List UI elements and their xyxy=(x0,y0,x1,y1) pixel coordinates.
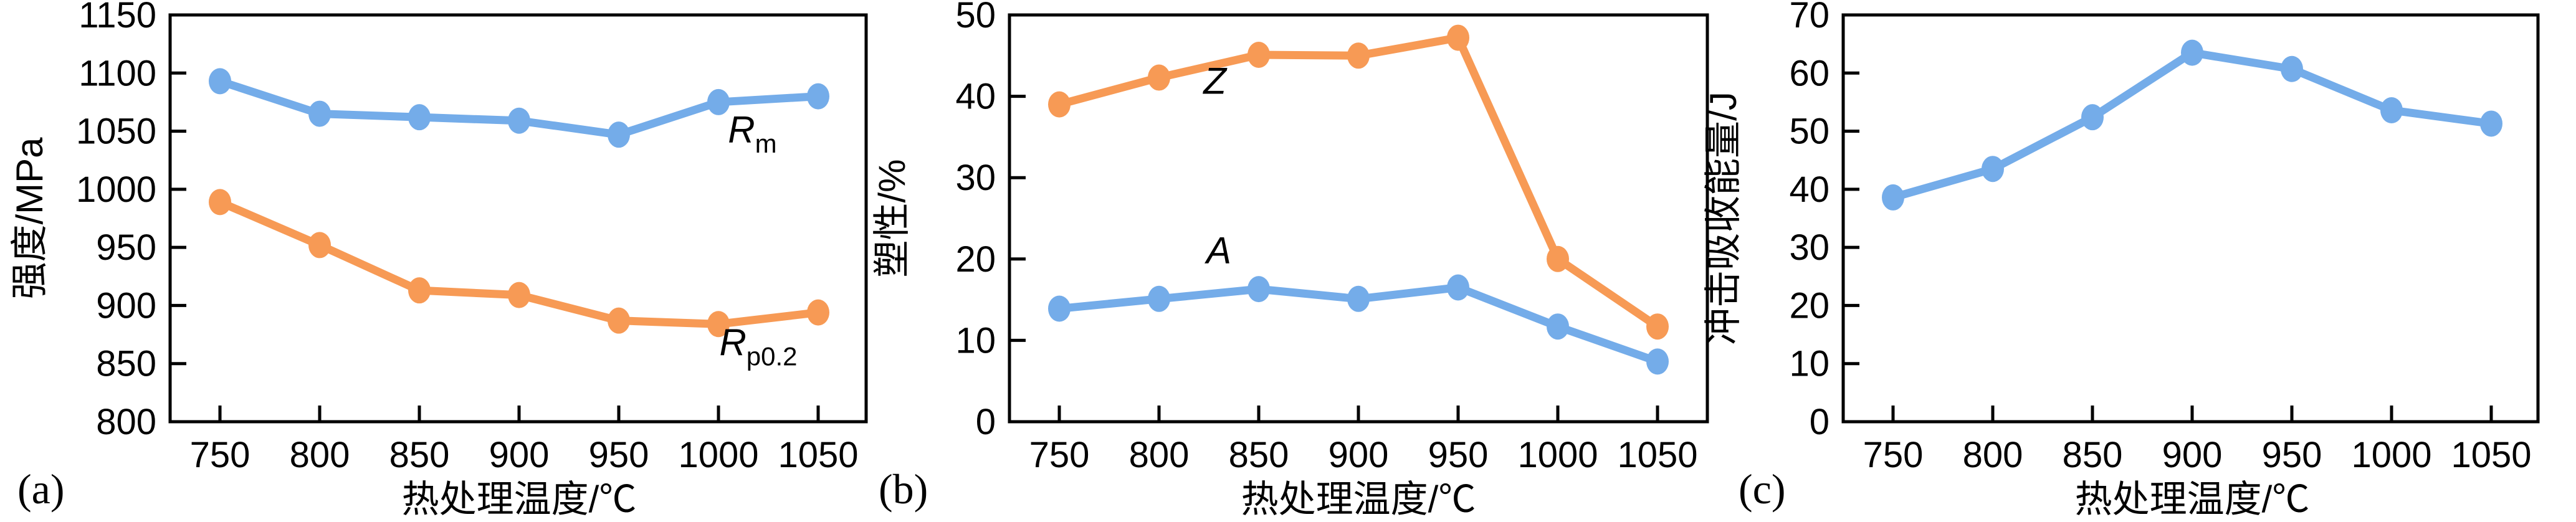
data-point-Rm xyxy=(807,83,829,110)
y-tick-label: 0 xyxy=(1810,402,1829,442)
y-tick-label: 30 xyxy=(1789,227,1829,268)
y-tick-label: 40 xyxy=(955,77,996,117)
x-tick-label: 1050 xyxy=(778,435,858,475)
x-tick-label: 950 xyxy=(1428,435,1489,475)
data-point-Rp0.2 xyxy=(408,277,431,304)
data-point-A xyxy=(1547,313,1569,340)
data-point-Z xyxy=(1148,64,1170,91)
series-annotation-Rm: Rm xyxy=(728,109,776,158)
x-tick-label: 950 xyxy=(589,435,649,475)
data-point-Z xyxy=(1646,313,1669,340)
data-point-A xyxy=(1646,348,1669,375)
data-point-impact-energy xyxy=(1882,184,1904,211)
y-tick-label: 30 xyxy=(955,158,996,198)
data-point-Rp0.2 xyxy=(209,189,231,216)
plot-box xyxy=(1008,13,1709,424)
data-point-impact-energy xyxy=(1982,156,2004,183)
x-tick-label: 800 xyxy=(1963,435,2023,475)
x-tick-label: 750 xyxy=(1029,435,1090,475)
x-tick-label: 850 xyxy=(1229,435,1289,475)
data-point-Rm xyxy=(408,104,431,131)
panel-a: 800 850 900 950 1000 1050 1100 1150 750 800 850 900… xyxy=(9,0,868,520)
x-axis-title: 热处理温度/℃ xyxy=(2075,478,2310,519)
x-tick-label: 800 xyxy=(290,435,350,475)
x-tick-label: 750 xyxy=(190,435,250,475)
panel-letter: (c) xyxy=(1739,465,1785,513)
data-point-Rm xyxy=(209,68,231,95)
y-tick-label: 1000 xyxy=(76,169,156,210)
x-tick-label: 900 xyxy=(1329,435,1389,475)
data-point-Z xyxy=(1547,245,1569,272)
data-point-Rm xyxy=(608,121,630,148)
y-tick-label: 1050 xyxy=(76,112,156,152)
data-point-impact-energy xyxy=(2081,104,2104,131)
y-axis-title: 冲击吸收能量/J xyxy=(1702,92,1744,345)
data-point-Z xyxy=(1247,41,1270,68)
x-tick-label: 1050 xyxy=(1617,435,1697,475)
series-line-impact-energy xyxy=(1889,49,2496,202)
y-tick-label: 900 xyxy=(96,285,156,326)
panel-letter: (b) xyxy=(879,465,928,513)
y-tick-label: 20 xyxy=(1789,285,1829,326)
data-point-Rm xyxy=(308,100,331,127)
data-point-impact-energy xyxy=(2480,110,2502,137)
x-tick-label: 900 xyxy=(2162,435,2223,475)
y-tick-label: 850 xyxy=(96,344,156,384)
x-tick-label: 750 xyxy=(1863,435,1924,475)
data-point-Rp0.2 xyxy=(807,299,829,326)
panel-letter: (a) xyxy=(17,465,64,513)
data-point-Z xyxy=(1447,24,1469,51)
data-point-impact-energy xyxy=(2281,55,2303,82)
data-point-Z xyxy=(1048,91,1071,118)
series-annotation-Rp0.2: Rp0.2 xyxy=(719,322,797,371)
x-tick-label: 850 xyxy=(389,435,450,475)
y-tick-label: 50 xyxy=(1789,112,1829,152)
data-point-A xyxy=(1148,285,1170,312)
data-point-Rp0.2 xyxy=(308,232,331,259)
y-tick-label: 1150 xyxy=(79,0,156,36)
y-tick-label: 50 xyxy=(955,0,996,36)
y-tick-label: 1100 xyxy=(79,53,156,93)
series-annotation-Z: Z xyxy=(1202,60,1228,102)
y-tick-label: 0 xyxy=(976,402,996,442)
x-tick-label: 800 xyxy=(1129,435,1190,475)
x-axis-title: 热处理温度/℃ xyxy=(1241,478,1476,519)
data-point-Rp0.2 xyxy=(608,307,630,334)
panel-b: 0 10 20 30 40 50 750 800 850 900 950 1000 1050 热处理温度/… xyxy=(871,0,1709,520)
data-point-Rm xyxy=(508,107,530,134)
y-tick-label: 20 xyxy=(955,239,996,280)
y-axis-title: 强度/MPa xyxy=(9,137,50,300)
plot-box xyxy=(1841,13,2540,424)
data-point-impact-energy xyxy=(2181,39,2203,66)
y-axis-title: 塑性/% xyxy=(871,159,913,277)
data-point-A xyxy=(1048,295,1071,322)
y-tick-label: 800 xyxy=(96,402,156,442)
data-point-Z xyxy=(1347,42,1370,69)
y-tick-label: 10 xyxy=(955,320,996,361)
data-point-impact-energy xyxy=(2380,97,2403,123)
data-point-A xyxy=(1247,276,1270,303)
y-tick-label: 40 xyxy=(1789,169,1829,210)
x-tick-label: 950 xyxy=(2262,435,2322,475)
x-tick-label: 850 xyxy=(2063,435,2123,475)
x-tick-label: 1000 xyxy=(678,435,758,475)
x-tick-label: 1000 xyxy=(2351,435,2431,475)
x-tick-label: 1000 xyxy=(1517,435,1598,475)
y-tick-label: 10 xyxy=(1789,344,1829,384)
data-point-Rm xyxy=(707,88,730,115)
data-point-A xyxy=(1347,285,1370,312)
data-point-A xyxy=(1447,274,1469,301)
y-tick-label: 70 xyxy=(1789,0,1829,36)
data-point-Rp0.2 xyxy=(707,311,730,338)
y-tick-label: 60 xyxy=(1789,53,1829,93)
panel-c: 0 10 20 30 40 50 60 70 750 800 850 900 950 1000 1050 热处… xyxy=(1702,0,2540,520)
series-annotation-A: A xyxy=(1205,229,1231,271)
x-axis-title: 热处理温度/℃ xyxy=(402,478,637,519)
y-tick-label: 950 xyxy=(96,227,156,268)
x-tick-label: 900 xyxy=(489,435,550,475)
data-point-Rp0.2 xyxy=(508,282,530,308)
x-tick-label: 1050 xyxy=(2451,435,2531,475)
